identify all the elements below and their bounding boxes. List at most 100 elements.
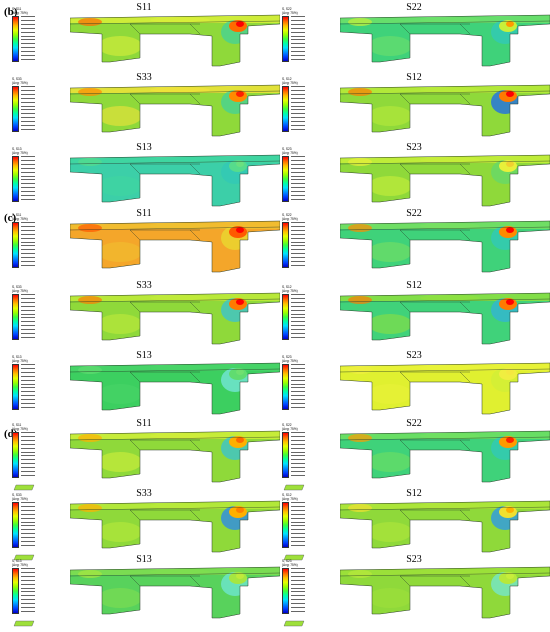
contour-field	[340, 85, 550, 136]
legend-tick	[291, 257, 305, 259]
contour-panel-b-s23: S23 S, S23 (Avg: 75%)	[280, 142, 550, 208]
legend-tick	[21, 336, 35, 338]
legend-averaging: (Avg: 75%)	[282, 496, 298, 501]
legend-tick-lines	[21, 568, 41, 612]
legend-tick	[21, 167, 35, 169]
legend-tick	[291, 443, 305, 445]
model-outline	[340, 500, 550, 553]
legend-tick	[21, 128, 35, 130]
contour-panel-b-s22: S22 S, S22 (Avg: 75%)	[280, 2, 550, 68]
legend-tick	[291, 383, 305, 385]
legend-color-bar	[282, 568, 289, 614]
legend-tick	[291, 395, 305, 397]
legend-tick	[21, 379, 35, 381]
legend-tick	[291, 607, 305, 609]
legend-tick	[21, 97, 35, 99]
stress-contour-model	[70, 290, 280, 346]
legend-tick	[291, 27, 305, 29]
legend-tick	[291, 125, 305, 127]
legend-tick	[291, 603, 305, 605]
legend-variable: S, S12	[282, 77, 292, 81]
legend-tick	[21, 19, 35, 21]
legend-tick	[291, 459, 305, 461]
legend-tick	[21, 249, 35, 251]
model-edges	[70, 368, 280, 383]
legend-tick	[291, 317, 305, 319]
panel-title: S22	[406, 2, 422, 13]
model-outline	[70, 500, 280, 553]
stress-contour-model	[70, 218, 280, 274]
legend-variable: S, S22	[282, 7, 292, 11]
section-label: (b)	[4, 6, 18, 18]
color-legend: S, S22 (Avg: 75%)	[282, 213, 342, 270]
legend-tick	[21, 305, 35, 307]
color-legend: S, S11 (Avg: 75%)	[12, 213, 72, 270]
legend-tick	[21, 459, 35, 461]
legend-tick	[21, 117, 35, 119]
legend-tick	[21, 517, 35, 519]
legend-tick	[21, 55, 35, 57]
model-edges	[70, 160, 280, 175]
legend-tick	[291, 117, 305, 119]
legend-tick	[21, 471, 35, 473]
legend-tick	[291, 183, 305, 185]
legend-tick	[21, 513, 35, 515]
legend-tick	[291, 568, 305, 569]
legend-tick	[21, 579, 35, 581]
legend-tick	[21, 610, 35, 612]
legend-color-bar	[282, 86, 289, 132]
legend-tick	[291, 575, 305, 577]
legend-tick	[291, 294, 305, 295]
stress-contour-model	[70, 428, 280, 484]
panel-title: S11	[136, 418, 152, 429]
legend-tick	[21, 571, 35, 573]
legend-tick	[21, 333, 35, 335]
legend-tick	[291, 191, 305, 193]
legend-tick	[291, 43, 305, 45]
legend-tick	[291, 86, 305, 87]
legend-tick	[21, 253, 35, 255]
legend-tick-lines	[21, 432, 41, 476]
legend-tick	[21, 587, 35, 589]
contour-svg	[340, 84, 550, 137]
panel-title: S33	[136, 280, 152, 291]
legend-tick	[21, 537, 35, 539]
legend-tick	[291, 379, 305, 381]
legend-variable: S, S22	[282, 423, 292, 427]
color-legend: S, S11 (Avg: 75%)	[12, 7, 72, 64]
legend-tick	[21, 301, 35, 303]
legend-tick	[291, 39, 305, 41]
legend-tick-lines	[291, 16, 311, 60]
stress-contour-model	[340, 82, 550, 138]
legend-tick	[291, 375, 305, 377]
legend-tick	[21, 183, 35, 185]
color-legend: S, S13 (Avg: 75%)	[12, 147, 72, 204]
legend-averaging: (Avg: 75%)	[282, 288, 298, 293]
model-outline	[70, 566, 280, 619]
legend-color-bar	[282, 294, 289, 340]
legend-tick	[21, 121, 35, 123]
panel-title: S33	[136, 72, 152, 83]
legend-tick	[21, 603, 35, 605]
legend-tick	[291, 305, 305, 307]
model-outline	[340, 220, 550, 273]
contour-panel-d-s11: S11 S, S11 (Avg: 75%)	[10, 418, 280, 491]
model-edges	[70, 20, 280, 35]
legend-tick	[291, 109, 305, 111]
contour-panel-b-s13: S13 S, S13 (Avg: 75%)	[10, 142, 280, 208]
contour-svg	[340, 292, 550, 345]
legend-tick	[21, 109, 35, 111]
legend-tick	[21, 171, 35, 173]
legend-color-bar	[12, 222, 19, 268]
legend-tick	[21, 502, 35, 503]
legend-color-bar	[12, 432, 19, 478]
legend-tick	[291, 333, 305, 335]
legend-tick	[21, 89, 35, 91]
legend-tick	[21, 187, 35, 189]
legend-tick	[21, 583, 35, 585]
legend-tick	[291, 253, 305, 255]
legend-tick-lines	[291, 294, 311, 338]
model-edges	[70, 506, 280, 521]
legend-tick	[291, 521, 305, 523]
contour-svg	[70, 220, 280, 273]
